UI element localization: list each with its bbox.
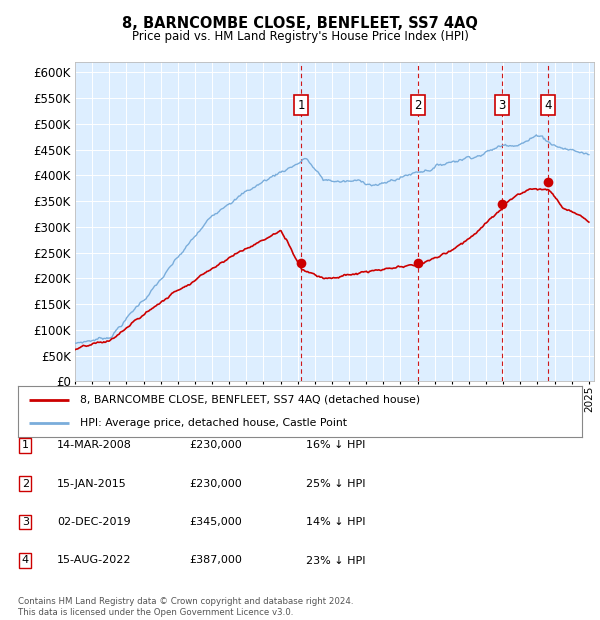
- Text: 3: 3: [498, 99, 506, 112]
- Text: 14% ↓ HPI: 14% ↓ HPI: [306, 517, 365, 527]
- Text: HPI: Average price, detached house, Castle Point: HPI: Average price, detached house, Cast…: [80, 418, 347, 428]
- Text: 1: 1: [22, 440, 29, 450]
- Text: Contains HM Land Registry data © Crown copyright and database right 2024.
This d: Contains HM Land Registry data © Crown c…: [18, 598, 353, 617]
- Text: £230,000: £230,000: [189, 479, 242, 489]
- Text: 15-JAN-2015: 15-JAN-2015: [57, 479, 127, 489]
- Text: Price paid vs. HM Land Registry's House Price Index (HPI): Price paid vs. HM Land Registry's House …: [131, 30, 469, 43]
- Text: 4: 4: [544, 99, 552, 112]
- Text: 15-AUG-2022: 15-AUG-2022: [57, 556, 131, 565]
- Text: 25% ↓ HPI: 25% ↓ HPI: [306, 479, 365, 489]
- Text: £387,000: £387,000: [189, 556, 242, 565]
- Text: 8, BARNCOMBE CLOSE, BENFLEET, SS7 4AQ (detached house): 8, BARNCOMBE CLOSE, BENFLEET, SS7 4AQ (d…: [80, 395, 420, 405]
- Text: 02-DEC-2019: 02-DEC-2019: [57, 517, 131, 527]
- Text: 4: 4: [22, 556, 29, 565]
- Text: 16% ↓ HPI: 16% ↓ HPI: [306, 440, 365, 450]
- Text: 3: 3: [22, 517, 29, 527]
- Text: 14-MAR-2008: 14-MAR-2008: [57, 440, 132, 450]
- Text: 2: 2: [22, 479, 29, 489]
- Text: 23% ↓ HPI: 23% ↓ HPI: [306, 556, 365, 565]
- Text: 8, BARNCOMBE CLOSE, BENFLEET, SS7 4AQ: 8, BARNCOMBE CLOSE, BENFLEET, SS7 4AQ: [122, 16, 478, 30]
- Text: 2: 2: [415, 99, 422, 112]
- Text: £230,000: £230,000: [189, 440, 242, 450]
- Text: £345,000: £345,000: [189, 517, 242, 527]
- Text: 1: 1: [298, 99, 305, 112]
